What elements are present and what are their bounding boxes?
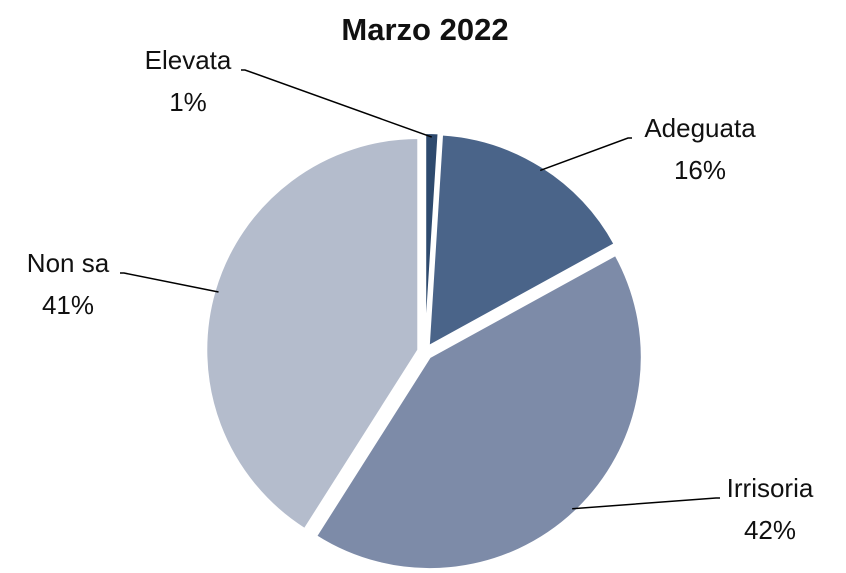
pie-slice [314, 253, 643, 571]
slice-value-label: 42% [744, 515, 796, 545]
slice-value-label: 41% [42, 290, 94, 320]
slice-label: Elevata [145, 45, 232, 75]
slice-label: Adeguata [644, 113, 756, 143]
leader-line [120, 272, 219, 293]
leader-line [539, 137, 632, 172]
pie-slice [424, 132, 440, 346]
slice-value-label: 16% [674, 155, 726, 185]
leader-line [241, 69, 433, 138]
slice-value-label: 1% [169, 87, 207, 117]
leader-line [572, 497, 720, 510]
pie-slice [427, 133, 616, 348]
chart-title: Marzo 2022 [341, 12, 508, 47]
slice-label: Irrisoria [727, 473, 814, 503]
slice-label: Non sa [27, 248, 110, 278]
